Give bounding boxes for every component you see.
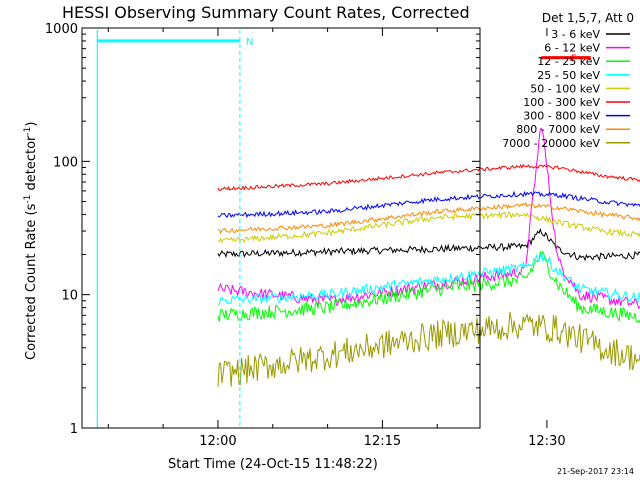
y-tick-label: 100 [53,155,78,170]
series-line-2 [217,250,640,324]
legend-label-7: 800 - 7000 keV [516,123,600,136]
flag-label-N: N [246,37,253,48]
series-line-5 [217,163,640,192]
series-layer [217,127,640,387]
series-line-3 [217,251,640,306]
y-tick-label: 10 [61,289,78,304]
legend-label-5: 100 - 300 keV [523,96,600,109]
legend-label-0: 3 - 6 keV [551,28,600,41]
x-tick-label: 12:00 [199,434,236,449]
plot-frame [81,27,481,429]
legend-label-1: 6 - 12 keV [544,42,600,55]
x-axis-label: Start Time (24-Oct-15 11:48:22) [168,457,378,472]
flag-label-F: F [571,54,577,65]
series-line-8 [217,311,640,387]
legend-label-8: 7000 - 20000 keV [502,137,600,150]
series-line-1 [217,127,640,310]
legend-title: Det 1,5,7, Att 0 [542,11,634,25]
footer-timestamp: 21-Sep-2017 23:14 [557,467,634,476]
legend-label-2: 12 - 25 keV [537,55,600,68]
series-line-4 [217,211,640,244]
y-axis-label: Corrected Count Rate (s-1 detector-1) [23,122,39,360]
legend-label-3: 25 - 50 keV [537,69,600,82]
x-tick-label: 12:15 [364,434,401,449]
chart-title: HESSI Observing Summary Count Rates, Cor… [62,3,470,22]
x-tick-label: 12:30 [528,434,565,449]
series-line-0 [217,227,640,262]
y-tick-label: 1 [70,422,78,437]
legend-label-4: 50 - 100 keV [530,82,600,95]
series-line-7 [217,202,640,235]
y-tick-label: 1000 [45,22,78,37]
series-line-6 [217,190,640,219]
flag-layer: NF [96,30,591,428]
legend-label-6: 300 - 800 keV [523,110,600,123]
